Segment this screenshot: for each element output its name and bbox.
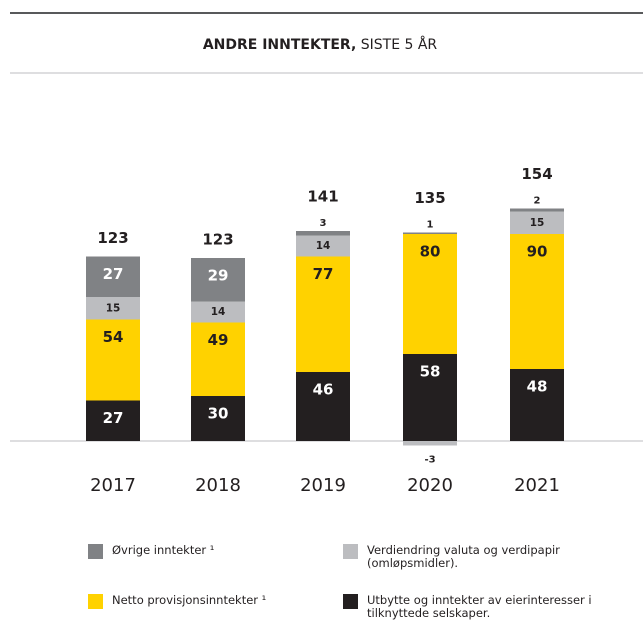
bar-segment [510,211,564,234]
value-label: 49 [208,331,229,349]
value-label: 27 [103,265,124,283]
legend-swatch [343,544,358,559]
bar-segment [86,319,140,401]
bar-segment [86,256,140,297]
legend-swatch [343,594,358,609]
x-tick-label: 2019 [300,475,346,496]
bar-segment [191,396,245,441]
chart-subtitle: SISTE 5 ÅR [361,36,438,53]
legend-swatch [88,544,103,559]
value-label: 77 [313,265,334,283]
value-label: 1 [427,220,434,231]
value-label: 15 [106,302,121,314]
value-label: 2 [534,196,541,207]
bar-segment [403,441,457,446]
bar-segment [296,372,350,441]
value-label: 54 [103,328,124,346]
x-tick-label: 2021 [514,475,560,496]
value-label: 15 [530,217,545,229]
value-label: 80 [420,243,441,261]
legend-item: Øvrige inntekter ¹ [88,544,352,559]
value-label: 3 [320,218,327,229]
bar-segment [510,208,564,212]
bar-segment [296,231,350,236]
value-label: 14 [316,240,331,252]
bar-segment [86,400,140,441]
value-label: -3 [424,455,435,466]
value-label: 90 [527,243,548,261]
legend-item: Verdiendring valuta og verdipapir (omløp… [343,544,607,570]
legend-label: Verdiendring valuta og verdipapir (omløp… [367,543,560,570]
x-tick-label: 2017 [90,475,136,496]
legend-swatch [88,594,103,609]
total-label: 135 [414,189,445,207]
value-label: 46 [313,381,334,399]
total-label: 141 [307,188,338,206]
chart-title: ANDRE INNTEKTER, [203,37,356,53]
bar-segment [403,232,457,234]
value-label: 48 [527,378,548,396]
bar-segment [296,256,350,372]
bar-segment [191,301,245,323]
bar-segment [403,354,457,441]
legend-label: Utbytte og inntekter av eierinteresser i… [367,593,592,620]
value-label: 27 [103,409,124,427]
title-group: ANDRE INNTEKTER, SISTE 5 ÅR [203,36,438,53]
value-label: 30 [208,405,229,423]
value-label: 29 [208,267,229,285]
legend-label: Netto provisjonsinntekter ¹ [112,593,267,607]
bar-segment [191,322,245,396]
bar-segment [296,235,350,257]
bar-segment [510,234,564,369]
bar-segment [86,297,140,320]
legend-item: Netto provisjonsinntekter ¹ [88,594,352,609]
x-tick-label: 2018 [195,475,241,496]
value-label: 14 [211,306,226,318]
total-label: 154 [521,165,552,183]
legend-item: Utbytte og inntekter av eierinteresser i… [343,594,607,620]
bar-segment [510,369,564,441]
x-tick-label: 2020 [407,475,453,496]
total-label: 123 [202,231,233,249]
legend-label: Øvrige inntekter ¹ [112,543,215,557]
value-label: 58 [420,363,441,381]
total-label: 123 [97,229,128,247]
bar-segment [403,234,457,354]
bar-segment [191,258,245,302]
